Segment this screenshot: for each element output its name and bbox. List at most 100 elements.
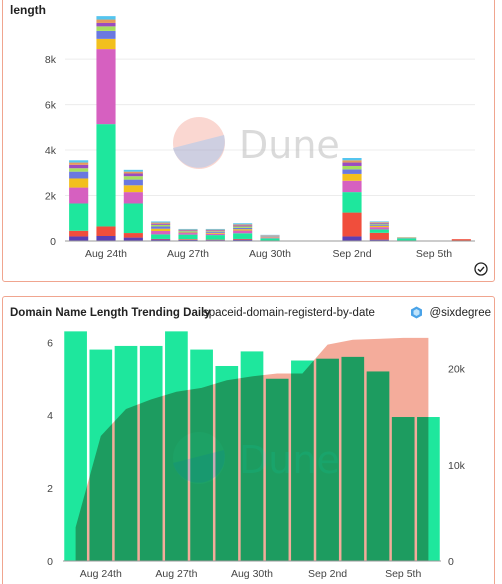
bar [366, 371, 390, 561]
bar-segment [369, 225, 389, 228]
bar-segment [342, 212, 362, 237]
bar-segment [69, 178, 89, 188]
bar-segment [69, 203, 89, 231]
bar-segment [260, 237, 280, 239]
bar-segment [69, 187, 89, 204]
avatar-icon [411, 306, 423, 319]
bar-segment [342, 158, 362, 161]
bar-segment [233, 239, 253, 241]
bar-segment [178, 233, 198, 235]
bar-segment [342, 165, 362, 170]
bar-segment [369, 229, 389, 233]
bar [341, 356, 365, 561]
bar-segment [69, 160, 89, 163]
bar-segment [123, 173, 143, 177]
bar-segment [69, 236, 89, 241]
bar-segment [205, 230, 225, 232]
bar-segment [369, 224, 389, 226]
bar-segment [96, 22, 116, 27]
chart-title: Domain Name Length Trending Daily [10, 307, 211, 319]
bar-segment [451, 239, 471, 241]
bar [89, 349, 113, 561]
bar-segment [369, 221, 389, 223]
bar-segment [205, 235, 225, 240]
author-name: @sixdegree [429, 306, 491, 319]
bar-segment [96, 38, 116, 50]
bar-segment [151, 224, 171, 227]
bar-segment [205, 231, 225, 233]
bar-segment [123, 192, 143, 204]
bar-segment [369, 222, 389, 224]
bar-segment [342, 192, 362, 213]
bar-segment [233, 227, 253, 230]
bar-segment [369, 239, 389, 241]
bar-segment [123, 169, 143, 172]
bar-segment [69, 162, 89, 165]
y-tick-label-left: 2 [47, 483, 53, 495]
stacked-bar-chart: 0 2k 4k 6k 8k Dune Aug 24th Aug 27th Aug 30th Sep… [45, 16, 475, 260]
bar-segment [233, 233, 253, 239]
bar-segment [233, 224, 253, 226]
bar [114, 345, 138, 561]
bar-segment [342, 162, 362, 166]
bar [265, 378, 289, 561]
bar-segment [205, 233, 225, 236]
bar-segment [69, 168, 89, 172]
bar-segment [342, 169, 362, 174]
bar [291, 360, 314, 561]
bar-segment [151, 221, 171, 223]
bar-segment [233, 225, 253, 227]
bar-segment [151, 234, 171, 239]
bar-segment [178, 230, 198, 231]
bar-segment [178, 239, 198, 240]
author-link[interactable]: @sixdegree [410, 306, 491, 319]
bar-segment [397, 238, 417, 241]
chart-title: length [10, 3, 46, 17]
bar-segment [96, 226, 116, 236]
bar-segment [178, 239, 198, 241]
stacked-bar-chart-panel: length 0 2k 4k 6k 8k Dune Aug 24th Aug 27th Aug … [2, 0, 495, 282]
bar-segment [233, 223, 253, 225]
bar-segment [96, 124, 116, 227]
query-name-link[interactable]: spaceid-domain-registerd-by-date [203, 307, 375, 319]
y-tick-label-right: 20k [448, 364, 466, 376]
bar-segment [69, 230, 89, 237]
bar-segment [369, 223, 389, 225]
x-tick-label: Aug 27th [155, 568, 197, 580]
check-circle-icon[interactable] [474, 262, 488, 276]
bar-segment [151, 230, 171, 235]
bar-segment [178, 231, 198, 233]
bar-segment [123, 185, 143, 193]
bar-segment [369, 222, 389, 223]
y-tick-label: 2k [45, 191, 57, 203]
bar-segment [123, 233, 143, 238]
watermark-text: Dune [239, 123, 340, 167]
bar-segment [342, 160, 362, 163]
bar-segment [123, 171, 143, 174]
bar-segment [151, 223, 171, 225]
bar-segment [205, 228, 225, 230]
x-tick-label: Aug 24th [85, 248, 127, 260]
bar-segment [205, 231, 225, 232]
bar [316, 358, 339, 561]
bar-segment [96, 235, 116, 241]
bar-segment [178, 230, 198, 232]
bar-segment [178, 234, 198, 240]
bar-segment [178, 228, 198, 230]
bar-segment [369, 232, 389, 240]
bar [139, 345, 163, 561]
x-tick-label: Sep 2nd [308, 568, 347, 580]
bar-segment [151, 226, 171, 229]
bar-segment [233, 226, 253, 228]
x-tick-label: Sep 5th [385, 568, 421, 580]
bar-segment [123, 179, 143, 186]
bar-segment [151, 239, 171, 241]
bar [64, 331, 87, 561]
bar-segment [233, 238, 253, 240]
y-tick-label-right: 10k [448, 460, 466, 472]
bar-segment [69, 171, 89, 179]
bar-segment [342, 180, 362, 193]
bar [190, 349, 213, 561]
bar-segment [178, 229, 198, 231]
